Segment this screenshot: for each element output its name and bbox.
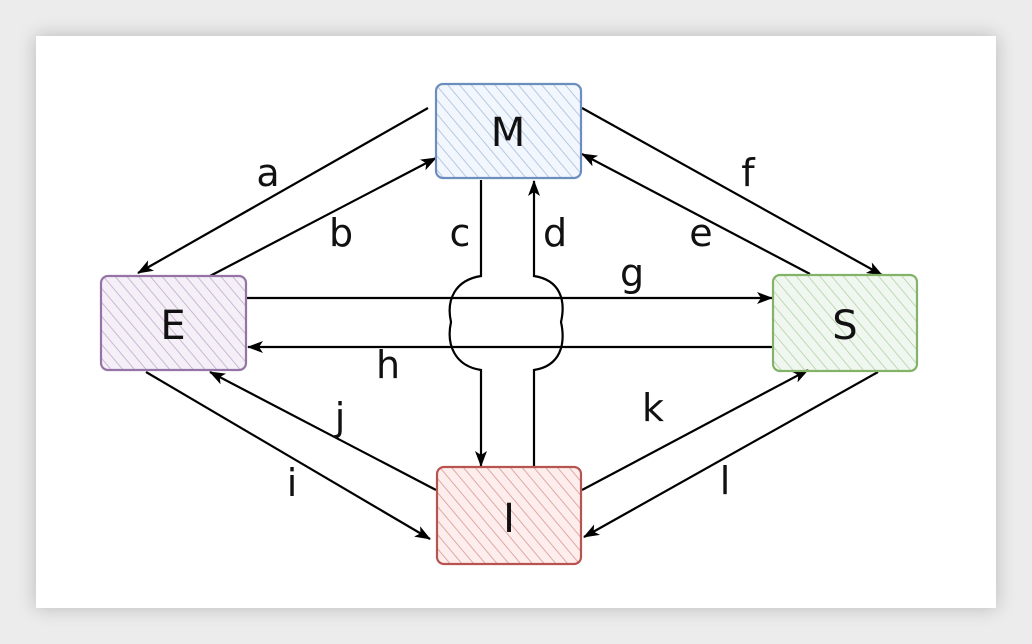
edge-j: [209, 371, 437, 491]
node-label-M: M: [491, 110, 526, 156]
edge-label-e: e: [689, 211, 712, 255]
edge-l: [583, 371, 879, 538]
edge-label-k: k: [642, 386, 664, 430]
node-M[interactable]: M: [434, 82, 583, 180]
edge-c: [448, 180, 487, 467]
edge-label-b: b: [329, 211, 353, 255]
edge-b: [209, 157, 437, 277]
node-S[interactable]: S: [771, 273, 919, 373]
edge-i: [145, 371, 431, 540]
node-E[interactable]: E: [99, 274, 248, 372]
node-label-E: E: [160, 303, 185, 349]
edge-k: [581, 369, 809, 491]
node-label-I: I: [503, 496, 515, 542]
node-label-S: S: [832, 303, 857, 349]
edge-label-c: c: [450, 211, 471, 255]
edge-label-i: i: [287, 461, 298, 505]
edge-label-d: d: [543, 211, 567, 255]
edge-f: [581, 107, 883, 276]
edge-e: [581, 153, 811, 275]
edge-label-h: h: [376, 343, 400, 387]
node-I[interactable]: I: [435, 465, 583, 566]
edge-label-a: a: [256, 151, 279, 195]
edge-d: [528, 180, 564, 466]
edge-label-j: j: [334, 395, 346, 439]
edge-label-f: f: [741, 151, 756, 195]
edge-label-g: g: [620, 251, 644, 295]
edge-label-l: l: [720, 459, 731, 503]
edge-a: [137, 107, 429, 274]
